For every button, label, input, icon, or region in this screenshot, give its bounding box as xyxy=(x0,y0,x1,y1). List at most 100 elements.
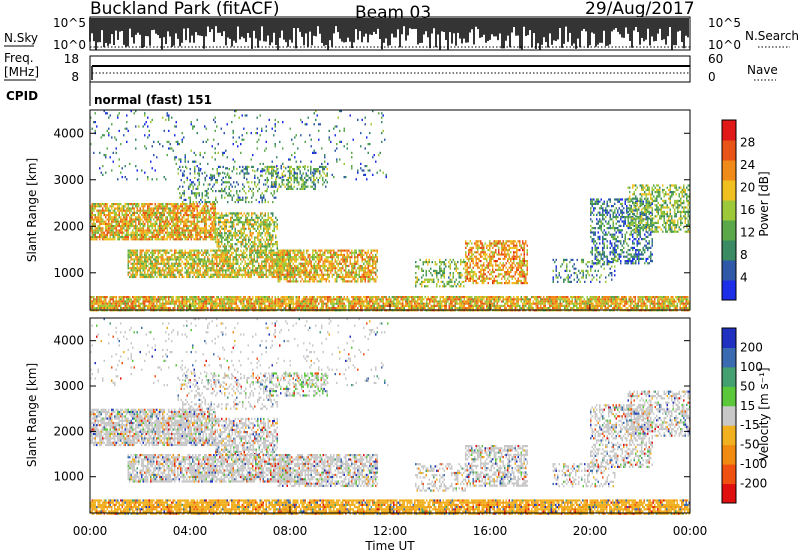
heatmap-cell xyxy=(144,234,146,236)
heatmap-cell xyxy=(504,258,506,260)
heatmap-cell xyxy=(217,201,219,203)
heatmap-cell xyxy=(230,219,232,221)
heatmap-cell xyxy=(227,215,229,217)
heatmap-cell xyxy=(176,205,178,207)
heatmap-cell xyxy=(485,251,487,253)
heatmap-cell xyxy=(201,229,203,231)
heatmap-cell xyxy=(315,265,317,267)
heatmap-cell xyxy=(430,279,432,281)
heatmap-cell xyxy=(213,229,215,231)
heatmap-cell xyxy=(510,269,512,271)
heatmap-cell xyxy=(592,274,594,276)
heatmap-cell xyxy=(271,192,273,194)
heatmap-cell xyxy=(470,273,472,275)
heatmap-cell xyxy=(563,279,565,281)
heatmap-cell xyxy=(297,254,299,256)
heatmap-cell xyxy=(287,258,289,260)
heatmap-cell xyxy=(239,272,241,274)
heatmap-cell xyxy=(280,186,282,188)
heatmap-cell xyxy=(259,201,261,203)
heatmap-cell xyxy=(125,210,127,212)
heatmap-cell xyxy=(273,265,275,267)
heatmap-cell xyxy=(213,207,215,209)
heatmap-cell xyxy=(217,168,219,170)
heatmap-cell xyxy=(116,227,118,229)
heatmap-cell xyxy=(272,258,274,260)
heatmap-cell xyxy=(288,256,290,258)
heatmap-cell xyxy=(254,258,256,260)
heatmap-cell xyxy=(226,237,228,239)
heatmap-cell xyxy=(195,223,197,225)
heatmap-cell xyxy=(102,238,104,240)
heatmap-cell xyxy=(483,280,485,282)
heatmap-cell xyxy=(185,214,187,216)
heatmap-cell xyxy=(213,254,215,256)
heatmap-cell xyxy=(215,181,217,183)
heatmap-cell xyxy=(222,267,224,269)
heatmap-cell xyxy=(191,210,193,212)
heatmap-cell xyxy=(99,238,101,240)
heatmap-cell xyxy=(261,256,263,258)
heatmap-cell xyxy=(206,254,208,256)
heatmap-cell xyxy=(248,237,250,239)
heatmap-cell xyxy=(504,271,506,273)
heatmap-cell xyxy=(445,263,447,265)
heatmap-cell xyxy=(165,276,167,278)
heatmap-cell xyxy=(220,166,222,168)
heatmap-cell xyxy=(503,253,505,255)
heatmap-cell xyxy=(315,252,317,254)
heatmap-cell xyxy=(233,219,235,221)
heatmap-cell xyxy=(110,218,112,220)
heatmap-cell xyxy=(233,234,235,236)
heatmap-cell xyxy=(513,262,515,264)
heatmap-cell xyxy=(372,254,374,256)
heatmap-cell xyxy=(222,256,224,258)
heatmap-cell xyxy=(164,272,166,274)
heatmap-cell xyxy=(138,234,140,236)
heatmap-cell xyxy=(476,240,478,242)
heatmap-cell xyxy=(512,247,514,249)
heatmap-cell xyxy=(132,258,134,260)
heatmap-cell xyxy=(507,240,509,242)
heatmap-cell xyxy=(209,234,211,236)
heatmap-cell xyxy=(140,272,142,274)
heatmap-cell xyxy=(155,227,157,229)
heatmap-cell xyxy=(171,276,173,278)
heatmap-cell xyxy=(212,234,214,236)
heatmap-cell xyxy=(98,216,100,218)
heatmap-cell xyxy=(213,225,215,227)
heatmap-cell xyxy=(353,278,355,280)
heatmap-cell xyxy=(513,256,515,258)
heatmap-cell xyxy=(488,262,490,264)
heatmap-cell xyxy=(262,197,264,199)
heatmap-cell xyxy=(220,241,222,243)
heatmap-cell xyxy=(132,221,134,223)
heatmap-cell xyxy=(149,256,151,258)
heatmap-cell xyxy=(482,242,484,244)
heatmap-cell xyxy=(153,212,155,214)
heatmap-cell xyxy=(164,229,166,231)
heatmap-cell xyxy=(248,276,250,278)
heatmap-cell xyxy=(204,236,206,238)
heatmap-cell xyxy=(164,205,166,207)
heatmap-cell xyxy=(525,273,527,275)
heatmap-cell xyxy=(218,250,220,252)
heatmap-cell xyxy=(167,274,169,276)
heatmap-cell xyxy=(289,166,291,168)
heatmap-cell xyxy=(207,205,209,207)
heatmap-cell xyxy=(347,276,349,278)
heatmap-cell xyxy=(239,172,241,174)
heatmap-cell xyxy=(213,276,215,278)
heatmap-cell xyxy=(149,269,151,271)
heatmap-cell xyxy=(342,274,344,276)
heatmap-cell xyxy=(268,245,270,247)
heatmap-cell xyxy=(347,252,349,254)
heatmap-cell xyxy=(267,258,269,260)
heatmap-cell xyxy=(269,243,271,245)
heatmap-cell xyxy=(178,188,180,190)
heatmap-cell xyxy=(227,265,229,267)
heatmap-cell xyxy=(553,281,555,283)
heatmap-cell xyxy=(105,207,107,209)
heatmap-cell xyxy=(288,280,290,282)
heatmap-cell xyxy=(339,254,341,256)
